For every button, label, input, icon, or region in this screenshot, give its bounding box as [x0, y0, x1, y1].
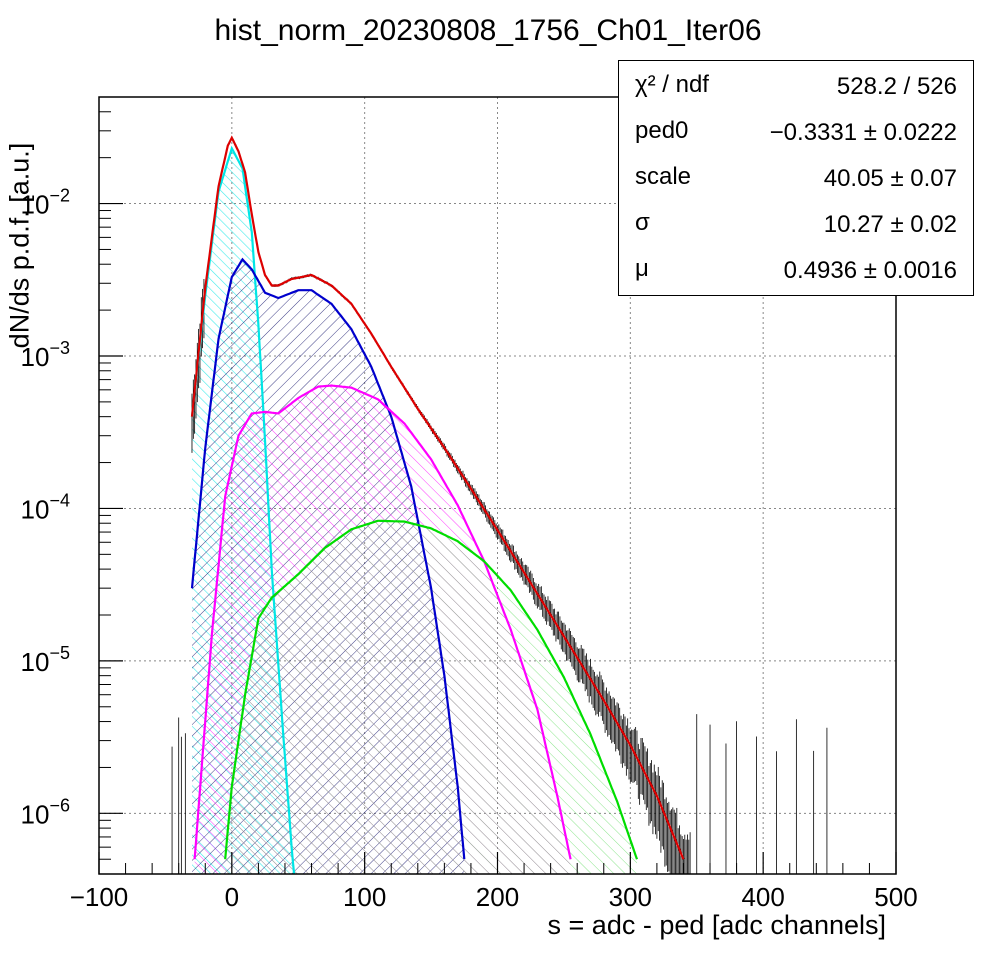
component-curves [190, 135, 685, 874]
green-component-curve [224, 519, 639, 860]
axis-ticks: −100 0 100 200 300 400 500 10−2 10−3 10−4 10−5 10−6 [21, 96, 918, 912]
stats-key: χ² / ndf [635, 71, 709, 98]
stats-row: scale 40.05 ± 0.07 [619, 153, 973, 199]
y-tick-label: 10−6 [21, 795, 70, 829]
stats-value: 40.05 ± 0.07 [823, 165, 957, 192]
green-component-fill [225, 520, 637, 874]
x-tick-label: 500 [874, 882, 917, 912]
stats-row: ped0 −0.3331 ± 0.0222 [619, 107, 973, 153]
stats-value: −0.3331 ± 0.0222 [769, 119, 957, 146]
x-tick-label: 400 [741, 882, 784, 912]
stats-value: 0.4936 ± 0.0016 [783, 257, 957, 284]
stats-key: μ [635, 255, 649, 282]
stats-value: 528.2 / 526 [836, 73, 957, 100]
stats-row: σ 10.27 ± 0.02 [619, 199, 973, 245]
x-tick-label: −100 [70, 882, 129, 912]
y-tick-label: 10−5 [21, 643, 70, 677]
y-tick-label: 10−3 [21, 338, 70, 372]
x-tick-label: 0 [225, 882, 239, 912]
stats-key: ped0 [635, 117, 689, 144]
x-axis-label: s = adc - ped [adc channels] [547, 910, 886, 940]
y-axis-label: dN/ds p.d.f. [a.u.] [4, 142, 35, 349]
x-tick-label: 100 [343, 882, 386, 912]
x-tick-label: 300 [609, 882, 652, 912]
stats-value: 10.27 ± 0.02 [823, 211, 957, 238]
component-fills [192, 148, 637, 874]
stats-row: χ² / ndf 528.2 / 526 [619, 61, 973, 107]
stats-key: scale [635, 163, 692, 190]
stats-key: σ [635, 209, 650, 236]
y-tick-label: 10−4 [21, 490, 70, 524]
red-component-curve [190, 135, 685, 860]
fit-stats-box: χ² / ndf 528.2 / 526 ped0 −0.3331 ± 0.02… [618, 60, 974, 296]
x-tick-label: 200 [476, 882, 519, 912]
y-tick-label: 10−2 [21, 186, 70, 220]
chart-title: hist_norm_20230808_1756_Ch01_Iter06 [214, 14, 762, 47]
magenta-component-curve [193, 384, 572, 860]
stats-row: μ 0.4936 ± 0.0016 [619, 245, 973, 291]
